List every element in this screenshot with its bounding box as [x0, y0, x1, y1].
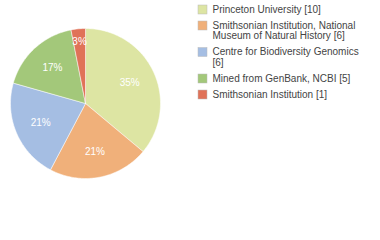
svg-text:Smithsonian Institution [1]: Smithsonian Institution [1]: [213, 89, 328, 100]
svg-text:35%: 35%: [120, 77, 140, 88]
svg-text:Museum of Natural History [6]: Museum of Natural History [6]: [213, 30, 345, 41]
svg-text:[6]: [6]: [213, 57, 224, 68]
svg-text:21%: 21%: [85, 146, 105, 157]
svg-text:Mined from GenBank, NCBI [5]: Mined from GenBank, NCBI [5]: [213, 73, 351, 84]
svg-text:Centre for Biodiversity Genomi: Centre for Biodiversity Genomics: [213, 46, 359, 57]
svg-text:3%: 3%: [72, 36, 87, 47]
svg-text:Princeton University [10]: Princeton University [10]: [213, 4, 322, 15]
svg-text:Smithsonian Institution, Natio: Smithsonian Institution, National: [213, 20, 356, 31]
svg-text:17%: 17%: [42, 62, 62, 73]
svg-text:21%: 21%: [31, 117, 51, 128]
